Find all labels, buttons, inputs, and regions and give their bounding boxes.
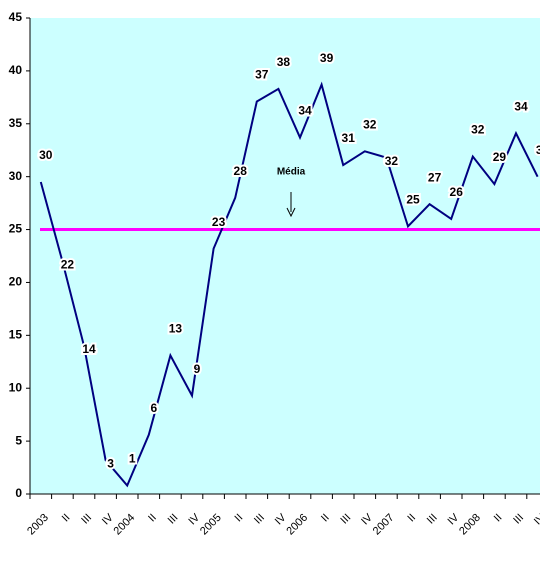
data-label: 38: [277, 55, 291, 69]
data-label: 9: [194, 362, 201, 376]
data-label: 39: [320, 51, 334, 65]
data-label: 1: [129, 452, 136, 466]
x-tick-label: 2008: [457, 512, 483, 538]
data-label: 26: [450, 185, 464, 199]
x-tick-label: IV: [359, 511, 375, 527]
x-tick-label: II: [146, 512, 159, 525]
data-label: 30: [39, 148, 53, 162]
data-line: [39, 81, 539, 488]
x-tick-label: II: [405, 512, 418, 525]
data-label: 3: [107, 456, 114, 470]
y-tick-label: 5: [15, 433, 22, 447]
data-label: 28: [234, 164, 248, 178]
data-label: 30: [536, 143, 540, 157]
x-tick-label: III: [79, 512, 94, 527]
data-label: 25: [406, 193, 420, 207]
y-tick-label: 25: [9, 222, 23, 236]
y-tick-label: 10: [9, 380, 23, 394]
x-tick-label: IV: [532, 511, 540, 527]
x-tick-label: IV: [100, 511, 116, 527]
data-label: 22: [61, 257, 75, 271]
x-tick-label: 2006: [284, 512, 310, 538]
y-tick-label: 40: [9, 63, 23, 77]
y-tick-label: 20: [9, 275, 23, 289]
data-label: 32: [385, 154, 399, 168]
data-label: 29: [493, 150, 507, 164]
x-tick-label: II: [492, 512, 505, 525]
x-tick-label: 2007: [371, 512, 397, 538]
y-tick-label: 15: [9, 328, 23, 342]
x-tick-label: III: [511, 512, 526, 527]
x-tick-label: IV: [273, 511, 289, 527]
data-label: 37: [255, 68, 269, 82]
x-tick-label: 2003: [25, 512, 51, 538]
x-tick-label: III: [166, 512, 181, 527]
x-tick-label: 2004: [112, 512, 138, 538]
y-tick-label: 35: [9, 116, 23, 130]
x-tick-label: IV: [186, 511, 202, 527]
data-label: 14: [82, 342, 96, 356]
x-tick-label: IV: [446, 511, 462, 527]
data-label: 6: [150, 401, 157, 415]
mean-label: Média: [277, 167, 306, 178]
x-tick-label: II: [60, 512, 73, 525]
x-tick-label: 2005: [198, 512, 224, 538]
data-label: 27: [428, 170, 442, 184]
y-tick-label: 30: [9, 169, 23, 183]
x-tick-label: III: [425, 512, 440, 527]
y-tick-label: 45: [9, 10, 23, 24]
x-tick-label: III: [338, 512, 353, 527]
y-tick-label: 0: [15, 486, 22, 500]
data-label: 34: [514, 99, 528, 113]
data-label: 34: [298, 104, 312, 118]
data-label: 13: [169, 322, 183, 336]
x-tick-label: III: [252, 512, 267, 527]
data-label: 23: [212, 215, 226, 229]
plot-area: [30, 18, 540, 494]
data-label: 31: [342, 131, 356, 145]
data-label: 32: [471, 123, 485, 137]
mean-arrowhead: [286, 207, 296, 218]
data-label: 32: [363, 117, 377, 131]
x-tick-label: II: [319, 512, 332, 525]
x-tick-label: II: [233, 512, 246, 525]
